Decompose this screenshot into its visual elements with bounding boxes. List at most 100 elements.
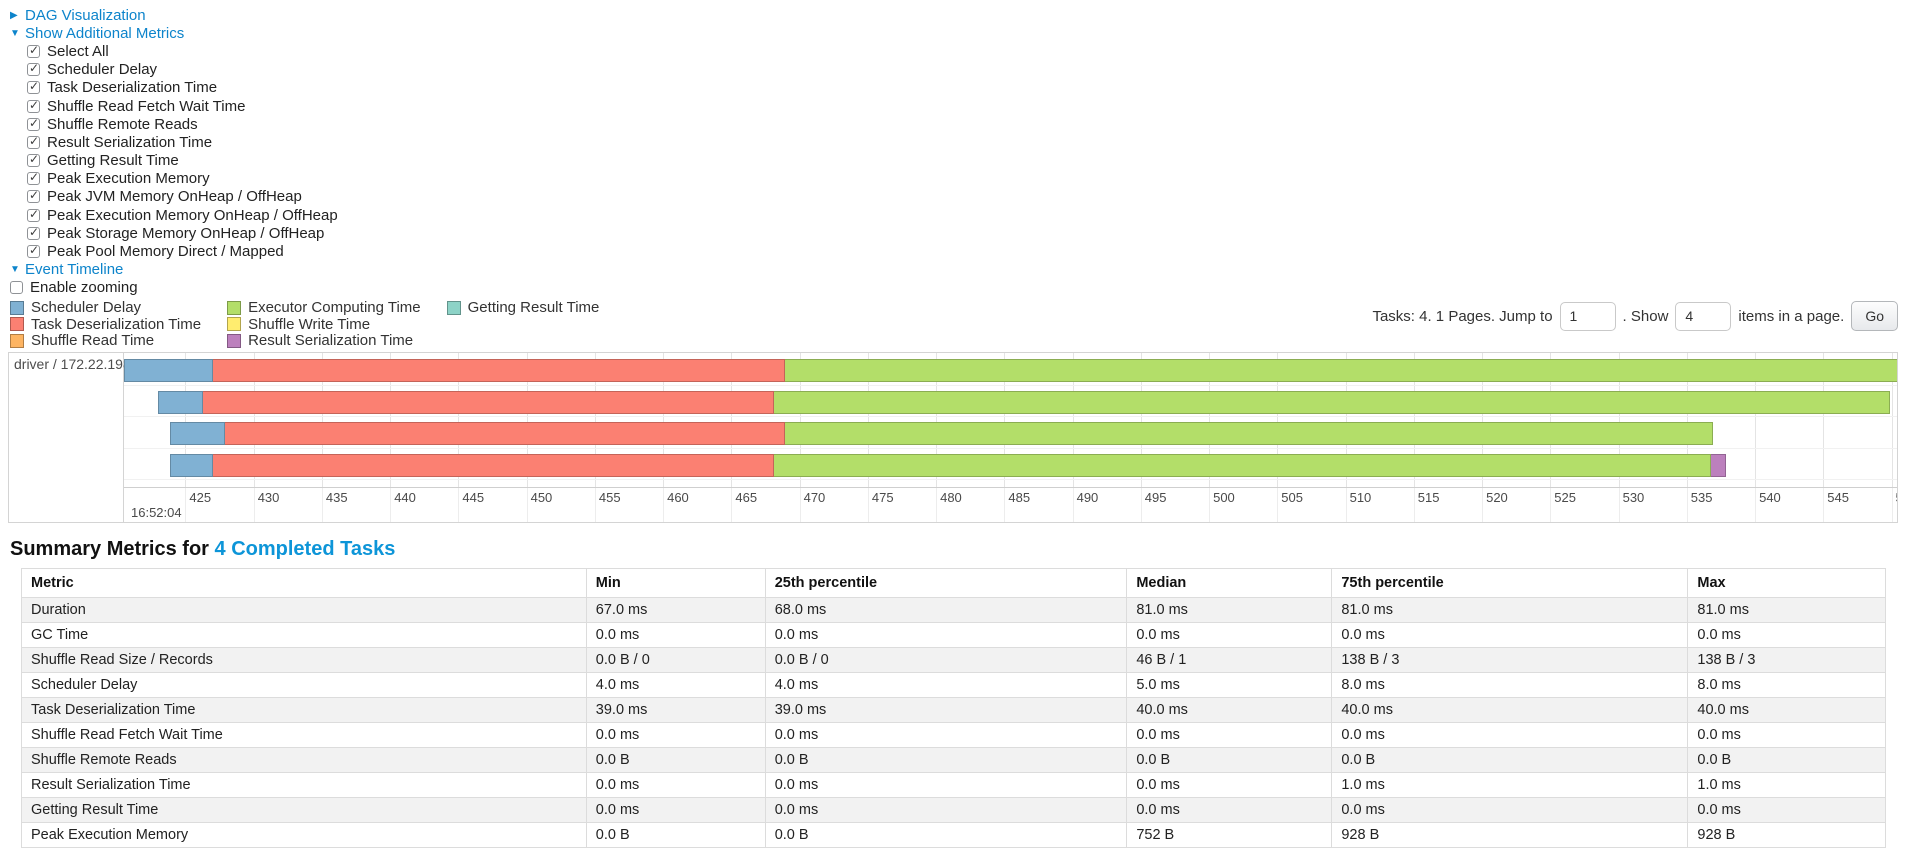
- jump-to-page-input[interactable]: [1559, 301, 1616, 331]
- metric-checkbox-row-select-all: Select All: [27, 42, 338, 60]
- checkbox-peak-execution-memory-onheap-offheap[interactable]: [27, 207, 40, 222]
- metric-value-cell-max: 0.0 ms: [1687, 722, 1886, 748]
- task-4-segment-task-deserialization[interactable]: [213, 453, 774, 477]
- dag-visualization-toggle[interactable]: ▶ DAG Visualization: [10, 6, 338, 24]
- metric-value-cell-max: 8.0 ms: [1687, 672, 1886, 698]
- axis-gridline: [321, 353, 323, 487]
- enable-zooming-checkbox[interactable]: [10, 281, 23, 295]
- task-3-segment-scheduler-delay[interactable]: [170, 422, 225, 446]
- legend-item-shuffle-read-time: Shuffle Read Time: [10, 332, 201, 349]
- metric-checkbox-row-shuffle-remote-reads: Shuffle Remote Reads: [27, 115, 338, 133]
- axis-gridline: [1891, 353, 1893, 487]
- metric-checkbox-row-peak-execution-memory-onheap-offheap: Peak Execution Memory OnHeap / OffHeap: [27, 206, 338, 224]
- metric-value-cell-75th-percentile: 928 B: [1331, 822, 1689, 848]
- legend-label-task-deserialization-time: Task Deserialization Time: [31, 315, 202, 333]
- axis-gridline: [526, 353, 528, 487]
- dag-visualization-link[interactable]: DAG Visualization: [25, 6, 146, 24]
- go-button[interactable]: Go: [1851, 301, 1898, 331]
- task-2-segment-executor-computing[interactable]: [773, 390, 1891, 414]
- metric-value-cell-min: 0.0 B: [585, 747, 766, 773]
- checkbox-shuffle-remote-reads[interactable]: [27, 116, 40, 131]
- checkbox-select-all[interactable]: [27, 43, 40, 58]
- table-body: Duration 67.0 ms 68.0 ms 81.0 ms 81.0 ms 81.0…: [21, 597, 1886, 848]
- task-bar-3[interactable]: [170, 422, 1713, 446]
- task-1-segment-executor-computing[interactable]: [784, 359, 1897, 382]
- metric-checkbox-row-peak-execution-memory: Peak Execution Memory: [27, 170, 338, 188]
- metric-value-cell-25th-percentile: 0.0 ms: [764, 622, 1128, 648]
- axis-tick: [390, 488, 392, 522]
- metric-value-cell-75th-percentile: 138 B / 3: [1331, 647, 1689, 673]
- axis-tick: [867, 488, 869, 522]
- expanded-arrow-icon: ▼: [10, 27, 20, 39]
- timeline-legend: Scheduler Delay Task Deserialization Time…: [10, 299, 615, 349]
- checkbox-result-serialization-time[interactable]: [27, 134, 40, 149]
- axis-tick: [1413, 488, 1415, 522]
- axis-tick-label: 520: [1486, 490, 1508, 505]
- shuffle-read-time-swatch-icon: [10, 333, 24, 348]
- summary-heading-prefix: Summary Metrics for: [10, 538, 215, 560]
- task-3-segment-executor-computing[interactable]: [784, 422, 1713, 446]
- axis-tick: [1686, 488, 1688, 522]
- metric-value-cell-median: 0.0 B: [1126, 747, 1333, 773]
- axis-tick-label: 545: [1827, 490, 1849, 505]
- axis-tick: [253, 488, 255, 522]
- task-4-segment-scheduler-delay[interactable]: [170, 453, 214, 477]
- checkbox-peak-storage-memory-onheap-offheap[interactable]: [27, 225, 40, 240]
- event-timeline-link[interactable]: Event Timeline: [25, 261, 124, 279]
- timeline-row-separator: [124, 447, 1897, 449]
- axis-gridline: [1823, 353, 1825, 487]
- checkbox-label-shuffle-remote-reads: Shuffle Remote Reads: [47, 115, 198, 133]
- task-4-segment-executor-computing[interactable]: [773, 453, 1712, 477]
- show-label: . Show: [1622, 307, 1669, 325]
- metric-checkbox-row-peak-jvm-memory-onheap-offheap: Peak JVM Memory OnHeap / OffHeap: [27, 188, 338, 206]
- top-controls: ▶ DAG Visualization ▼ Show Additional Me…: [10, 6, 338, 297]
- metric-name-cell: Shuffle Remote Reads: [21, 747, 587, 773]
- checkbox-task-deserialization-time[interactable]: [27, 79, 40, 95]
- task-1-segment-task-deserialization[interactable]: [213, 359, 785, 382]
- axis-tick-label: 445: [462, 490, 485, 505]
- metric-value-cell-25th-percentile: 0.0 ms: [764, 722, 1128, 748]
- legend-item-scheduler-delay: Scheduler Delay: [10, 299, 201, 316]
- axis-gridline: [1277, 353, 1279, 487]
- axis-tick-label: 530: [1622, 490, 1645, 505]
- metric-value-cell-75th-percentile: 0.0 ms: [1331, 797, 1689, 823]
- metric-value-cell-max: 138 B / 3: [1687, 647, 1886, 673]
- axis-tick: [1618, 488, 1620, 522]
- checkbox-peak-execution-memory[interactable]: [27, 170, 40, 186]
- axis-tick: [1755, 488, 1757, 522]
- timeline-header: Scheduler Delay Task Deserialization Time…: [10, 299, 1898, 349]
- task-3-segment-task-deserialization[interactable]: [224, 422, 785, 446]
- axis-tick: [458, 488, 460, 522]
- event-timeline-toggle[interactable]: ▼ Event Timeline: [10, 261, 338, 279]
- axis-gridline: [390, 353, 392, 487]
- getting-result-time-swatch-icon: [446, 300, 461, 315]
- task-2-segment-task-deserialization[interactable]: [203, 390, 774, 414]
- metric-name-cell: Peak Execution Memory: [21, 822, 587, 848]
- metric-value-cell-min: 0.0 ms: [585, 722, 766, 748]
- checkbox-shuffle-read-fetch-wait-time[interactable]: [27, 98, 40, 113]
- task-2-segment-scheduler-delay[interactable]: [158, 390, 204, 414]
- metric-value-cell-median: 0.0 ms: [1126, 722, 1333, 748]
- checkbox-label-result-serialization-time: Result Serialization Time: [47, 133, 213, 151]
- checkbox-peak-pool-memory-direct-mapped[interactable]: [27, 243, 40, 259]
- completed-tasks-link[interactable]: 4 Completed Tasks: [214, 538, 396, 560]
- metric-name-cell: Scheduler Delay: [21, 672, 587, 698]
- task-1-segment-scheduler-delay[interactable]: [124, 359, 214, 382]
- summary-metrics-table: Metric Min 25th percentile Median 75th perce…: [21, 568, 1886, 848]
- checkbox-peak-jvm-memory-onheap-offheap[interactable]: [27, 188, 40, 204]
- metric-checkbox-row-shuffle-read-fetch-wait-time: Shuffle Read Fetch Wait Time: [27, 97, 338, 115]
- axis-tick: [1823, 488, 1825, 522]
- task-4-segment-result-serialization[interactable]: [1711, 453, 1727, 477]
- items-per-page-input[interactable]: [1675, 301, 1732, 331]
- show-additional-metrics-link[interactable]: Show Additional Metrics: [25, 24, 185, 42]
- task-bar-1[interactable]: [124, 359, 1897, 382]
- show-additional-metrics-toggle[interactable]: ▼ Show Additional Metrics: [10, 24, 338, 42]
- checkbox-scheduler-delay[interactable]: [27, 61, 40, 77]
- metric-value-cell-25th-percentile: 0.0 B: [764, 822, 1128, 848]
- task-bar-4[interactable]: [170, 453, 1727, 477]
- axis-major-time-label: 16:52:04: [131, 505, 182, 520]
- checkbox-getting-result-time[interactable]: [27, 152, 40, 168]
- task-bar-2[interactable]: [158, 390, 1891, 414]
- axis-tick-label: 465: [735, 490, 758, 505]
- axis-gridline: [1686, 353, 1688, 487]
